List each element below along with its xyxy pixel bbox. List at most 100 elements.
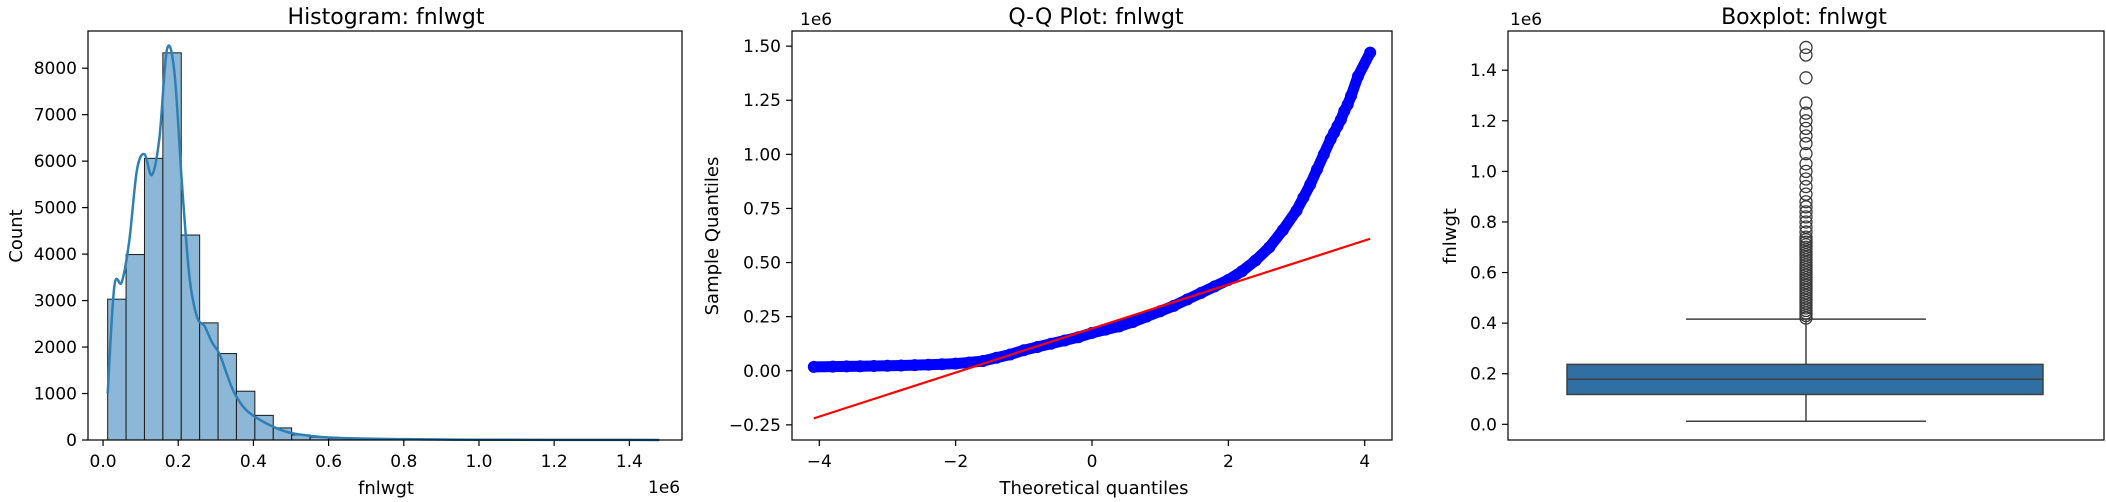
histogram-bar <box>143 157 164 441</box>
qq-point <box>1099 323 1112 336</box>
y-tick-label: −0.25 <box>729 416 781 436</box>
outlier-point <box>1799 48 1813 62</box>
qq-point <box>1290 204 1303 217</box>
qq-point <box>1140 310 1153 323</box>
x-tick-label: −4 <box>807 452 832 472</box>
qq-point <box>1364 46 1377 59</box>
y-tick-label: 2000 <box>34 338 77 358</box>
outlier-point <box>1799 225 1813 239</box>
x-tick-label: 0.8 <box>390 452 417 472</box>
y-tick-label: 1.0 <box>1470 162 1497 182</box>
qq-point <box>1297 191 1310 204</box>
qq-point <box>826 360 839 373</box>
x-tick-label: 0.0 <box>90 452 117 472</box>
y-tick-label: 6000 <box>34 152 77 172</box>
x-tick-label: 4 <box>1359 452 1370 472</box>
qq-point <box>908 359 921 372</box>
histogram-bars <box>107 52 661 441</box>
histogram-bar <box>125 254 145 441</box>
y-tick-label: 0.00 <box>743 362 781 382</box>
histogram-axes-frame <box>87 30 683 441</box>
qq-panel: Q-Q Plot: fnlwgt −4 −2 0 2 4 −0.25 0.00 0.25 0.5… <box>702 5 1393 499</box>
qq-point <box>840 360 853 373</box>
outlier-point <box>1799 136 1813 151</box>
histogram-bar <box>217 353 237 441</box>
outlier-point <box>1799 164 1813 179</box>
y-tick-label: 0.25 <box>743 308 781 328</box>
qq-point <box>807 360 820 373</box>
qq-point <box>1263 241 1276 254</box>
qq-title: Q-Q Plot: fnlwgt <box>1008 5 1184 30</box>
boxplot-ylabel: fnlwgt <box>1440 208 1461 264</box>
outlier-point <box>1799 195 1813 209</box>
y-tick-label: 0.6 <box>1470 264 1497 284</box>
histogram-bar <box>107 298 127 441</box>
qq-point <box>1317 148 1330 161</box>
boxplot-axes-frame <box>1507 30 2105 441</box>
outlier-point <box>1799 179 1813 194</box>
boxplot <box>1566 40 2044 422</box>
outlier-point <box>1799 220 1813 234</box>
qq-point <box>963 356 976 369</box>
x-tick-label: 2 <box>1223 452 1234 472</box>
y-tick-label: 0.75 <box>743 199 781 219</box>
outlier-point <box>1799 230 1813 244</box>
y-tick-label: 1000 <box>34 385 77 405</box>
qq-point <box>1345 89 1358 102</box>
qq-point <box>949 357 962 370</box>
histogram-x-offset: 1e6 <box>648 478 680 498</box>
qq-point <box>854 360 867 373</box>
x-tick-label: 1.0 <box>465 452 492 472</box>
y-tick-label: 0.4 <box>1470 314 1497 334</box>
y-tick-label: 4000 <box>34 245 77 265</box>
x-tick-label: 0.4 <box>240 452 267 472</box>
outlier-point <box>1799 172 1813 186</box>
outlier-point <box>1799 210 1813 224</box>
outlier-point <box>1799 187 1813 201</box>
outlier-point <box>1799 96 1813 110</box>
qq-point <box>922 358 935 371</box>
histogram-bar <box>199 322 219 441</box>
outlier-point <box>1799 147 1813 161</box>
qq-point <box>1311 163 1323 176</box>
x-tick-label: 0 <box>1087 452 1098 472</box>
x-tick-label: 1.4 <box>616 452 643 472</box>
qq-point <box>1276 224 1289 237</box>
outlier-point <box>1799 121 1813 136</box>
qq-y-offset: 1e6 <box>800 10 832 30</box>
y-tick-label: 0.0 <box>1470 415 1497 435</box>
y-tick-label: 7000 <box>34 106 77 126</box>
y-tick-label: 1.2 <box>1470 112 1497 132</box>
outlier-point <box>1799 157 1813 171</box>
qq-xlabel: Theoretical quantiles <box>998 478 1188 499</box>
qq-point <box>1126 316 1139 329</box>
qq-point <box>881 359 894 372</box>
y-tick-label: 0.8 <box>1470 213 1497 233</box>
boxplot-y-offset: 1e6 <box>1510 10 1542 30</box>
kde-curve <box>106 44 660 442</box>
y-tick-label: 1.25 <box>743 91 781 111</box>
outlier-point <box>1799 40 1813 55</box>
qq-point <box>895 359 908 372</box>
boxplot-title: Boxplot: fnlwgt <box>1721 5 1887 30</box>
y-tick-label: 8000 <box>34 59 77 79</box>
x-tick-label: −2 <box>943 452 968 472</box>
histogram-panel: Histogram: fnlwgt 0.0 0.2 0.4 0.6 0.8 1.0 1.2 1… <box>6 5 683 499</box>
qq-fit-line <box>813 237 1371 420</box>
histogram-xlabel: fnlwgt <box>358 478 414 499</box>
qq-point <box>1236 265 1248 278</box>
outlier-point <box>1799 106 1813 120</box>
x-tick-label: 1.2 <box>541 452 568 472</box>
y-tick-label: 1.00 <box>743 145 781 165</box>
qq-point <box>1304 178 1317 191</box>
qq-point <box>1249 254 1262 267</box>
y-tick-label: 0.50 <box>743 254 781 274</box>
outlier-point <box>1799 215 1813 229</box>
x-tick-label: 0.2 <box>165 452 192 472</box>
histogram-ylabel: Count <box>6 209 27 262</box>
y-tick-label: 1.4 <box>1470 61 1497 81</box>
y-tick-label: 0 <box>66 431 77 451</box>
outlier-point <box>1799 129 1813 143</box>
qq-point <box>1351 70 1364 83</box>
